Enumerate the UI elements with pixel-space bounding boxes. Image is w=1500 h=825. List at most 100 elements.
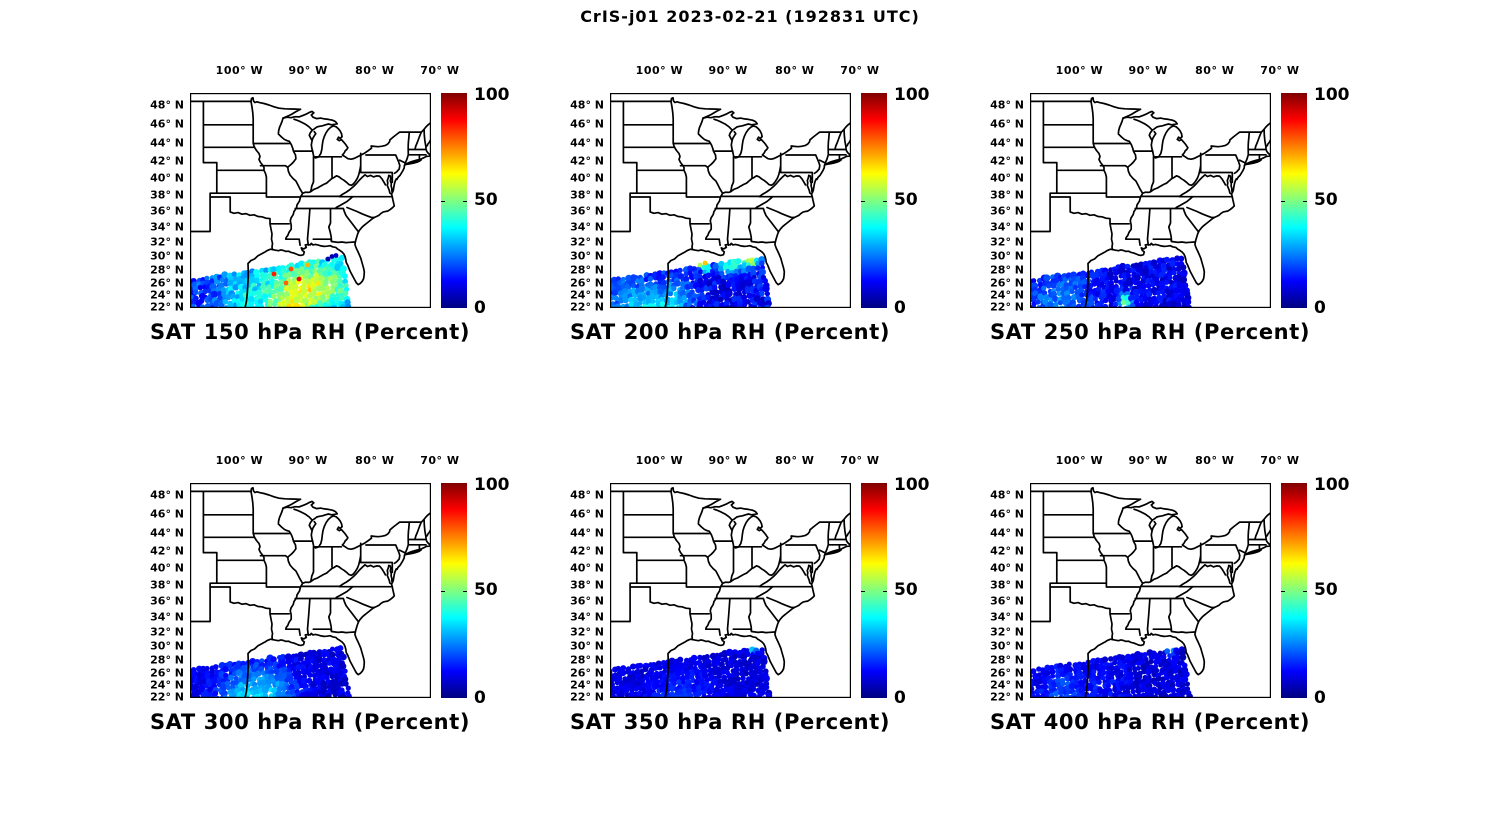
lat-tick-label: 30° N [990,639,1024,653]
swath-fov-dot [1174,676,1180,683]
swath-fov-dot [731,653,738,660]
swath-fov-dot [1073,679,1080,685]
swath-fov-dot [1057,300,1063,306]
lat-tick-label: 22° N [570,690,604,704]
swath-fov-dot [313,693,319,697]
swath-fov-dot [764,304,771,307]
swath-fov-dot [720,669,727,675]
swath-fov-dot [262,693,269,697]
map-swath-plot [190,483,431,698]
swath-fov-dot [197,284,204,291]
swath-fov-dot [1119,262,1127,271]
lat-axis: 48° N 46° N 44° N 42° N 40° N 38° N 36° N 34° N… [132,483,184,704]
swath-fov-dot [253,269,260,276]
swath-fov-dot [193,683,200,690]
lat-tick-label: 24° N [990,288,1024,302]
swath-fov-dot [329,261,335,268]
swath-fov-dot [210,290,218,298]
lat-tick-label: 34° N [990,220,1024,233]
swath-fov-dot [342,668,348,674]
lat-tick-label: 28° N [990,653,1024,666]
swath-fov-dot [1143,301,1149,307]
swath-fov-dot [1091,669,1097,675]
swath-fov-dot [1035,693,1042,697]
lat-tick-label: 48° N [150,488,184,502]
swath-fov-dot [1166,669,1174,677]
swath-fov-dot [1125,692,1133,697]
lat-tick-label: 48° N [150,98,184,112]
swath-fov-dot [615,665,622,672]
swath-fov-dot [283,285,291,292]
panel-sat-200hpa: 100° W 90° W 80° W 70° W 48° N 46° N 44° N 42°… [552,60,972,362]
swath-fov-dot [1152,304,1160,307]
colorbar-tick-label: 100 [1314,85,1350,105]
colorbar-tick-label: 0 [1314,298,1326,318]
swath-fov-dot [654,692,662,697]
swath-fov-dot [695,690,702,697]
colorbar-mid-tick [1281,590,1285,592]
swath-fov-dot [738,661,745,668]
lat-tick-label: 40° N [990,561,1024,575]
lat-tick-label: 42° N [570,544,604,558]
lat-tick-label: 24° N [150,678,184,692]
lat-tick-label: 48° N [990,98,1024,112]
swath-fov-dot [339,303,347,307]
swath-fov-dot [240,686,246,692]
swath-fov-dot [1079,292,1085,298]
colorbar-mid-tick [861,200,865,202]
swath-fov-dot [1102,303,1109,307]
swath-fov-dot [222,695,228,697]
swath-fov-dot [227,280,234,287]
lat-tick-label: 22° N [150,300,184,314]
swath-fov-dot [1096,679,1102,685]
swath-fov-dot [1092,296,1098,302]
colorbar-tick-label: 50 [1314,190,1338,210]
swath-fov-dot [296,292,304,300]
lat-tick-label: 42° N [990,544,1024,558]
swath-fov-dot [320,290,327,296]
lat-tick-label: 36° N [150,204,184,218]
swath-fov-dot [1142,652,1148,658]
swath-fov-dot [1071,691,1078,697]
swath-fov-dot [1075,663,1083,672]
swath-fov-dot [263,267,269,274]
swath-fov-dot [202,288,209,295]
swath-fov-dot [1031,686,1035,692]
swath-fov-dot [1035,684,1041,690]
swath-fov-dot [255,670,262,677]
swath-fov-dot [1049,695,1055,697]
swath-fov-dot [660,274,666,281]
lat-tick-label: 38° N [570,578,604,592]
swath-fov-dot [1052,295,1059,303]
swath-fov-dot [683,271,689,277]
swath-fov-dot [322,279,329,286]
swath-fov-dot [1112,660,1118,666]
swath-fov-dot [228,674,234,681]
swath-fov-dot [650,303,657,307]
swath-fov-dot [718,682,724,689]
swath-fov-dot [717,266,725,273]
swath-fov-dot [342,680,349,687]
swath-layer [1031,255,1192,307]
swath-fov-dot [1145,678,1152,685]
lat-tick-label: 32° N [150,625,184,639]
swath-fov-dot [637,300,643,306]
swath-fov-dot [300,303,306,307]
swath-fov-dot [687,692,694,697]
swath-fov-dot [320,284,327,292]
swath-fov-dot [735,684,743,692]
swath-fov-dot [269,669,275,675]
map-frame [190,93,431,308]
swath-fov-dot [1140,695,1146,697]
lat-tick-label: 38° N [990,188,1024,202]
swath-fov-dot [1050,282,1057,289]
lat-axis: 48° N 46° N 44° N 42° N 40° N 38° N 36° N 34° N… [552,93,604,314]
lat-tick-label: 36° N [570,594,604,608]
swath-fov-dot [668,684,676,692]
swath-fov-dot [1058,305,1065,307]
swath-fov-dot [754,265,761,271]
swath-fov-dot [204,275,210,281]
swath-fov-dot [696,304,704,307]
lat-tick-label: 46° N [150,117,184,131]
swath-fov-dot [1044,669,1051,677]
